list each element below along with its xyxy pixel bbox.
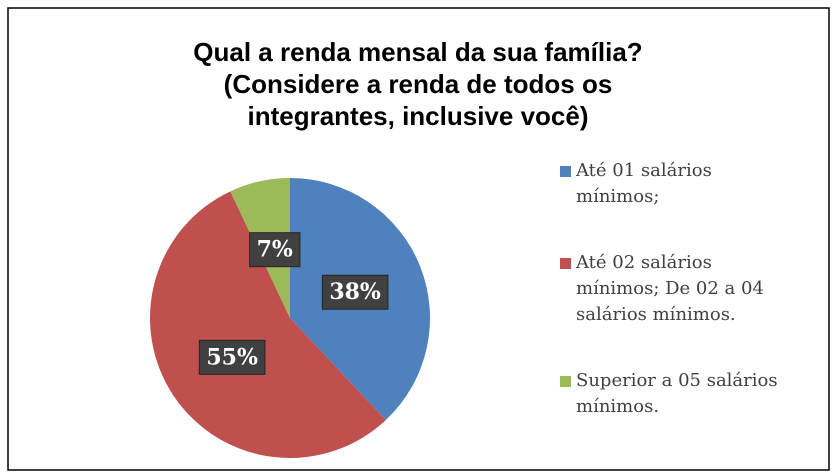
data-label: 38%	[321, 274, 389, 310]
data-label-box	[198, 339, 266, 375]
data-label-box	[249, 232, 301, 268]
data-label: 55%	[198, 339, 266, 375]
legend-label: Até 02 salários mínimos; De 02 a 04 salá…	[576, 252, 764, 325]
legend: Até 01 salários mínimos; Até 02 salários …	[560, 158, 810, 460]
data-label-text: 7%	[257, 237, 293, 263]
pie-slice	[150, 191, 386, 458]
legend-label: Até 01 salários mínimos;	[576, 160, 712, 207]
legend-swatch	[560, 258, 571, 269]
chart-frame	[7, 7, 830, 471]
legend-entry: Até 01 salários mínimos;	[560, 158, 810, 210]
data-label-box	[321, 274, 389, 310]
legend-label: Superior a 05 salários mínimos.	[576, 370, 778, 417]
data-label-text: 38%	[329, 279, 381, 305]
legend-entry: Superior a 05 salários mínimos.	[560, 368, 810, 420]
legend-entry: Até 02 salários mínimos; De 02 a 04 salá…	[560, 250, 810, 328]
data-label: 7%	[249, 232, 301, 268]
legend-swatch	[560, 376, 571, 387]
data-label-text: 55%	[206, 344, 258, 370]
chart-title: Qual a renda mensal da sua família? (Cons…	[193, 37, 642, 131]
legend-swatch	[560, 166, 571, 177]
